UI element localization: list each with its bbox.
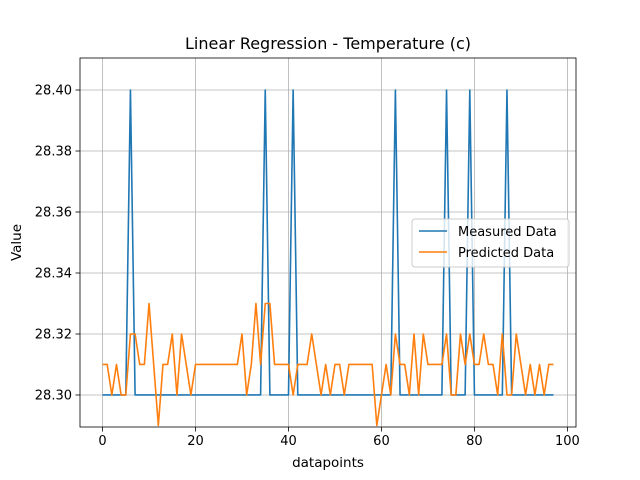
y-tick-label: 28.32 (35, 327, 72, 342)
y-tick-label: 28.34 (35, 266, 72, 281)
chart-title: Linear Regression - Temperature (c) (185, 34, 471, 53)
x-tick-label: 20 (187, 434, 204, 449)
series-line-predicted-data (102, 302, 554, 427)
x-tick-label: 60 (373, 434, 390, 449)
x-axis-ticks: 0 20 40 60 80 100 (98, 427, 580, 449)
x-tick-label: 40 (280, 434, 297, 449)
y-tick-label: 28.38 (35, 145, 72, 160)
plot-frame (79, 57, 577, 428)
y-tick-label: 28.30 (35, 388, 72, 403)
legend: Measured Data Predicted Data (411, 218, 570, 268)
y-tick-label: 28.36 (35, 206, 72, 221)
legend-label-measured: Measured Data (458, 225, 557, 240)
x-tick-label: 0 (98, 434, 106, 449)
x-tick-label: 100 (555, 434, 580, 449)
legend-label-predicted: Predicted Data (458, 246, 554, 261)
x-tick-label: 80 (466, 434, 483, 449)
series-lines (102, 89, 554, 427)
legend-box (411, 218, 570, 268)
y-tick-label: 28.40 (35, 84, 72, 99)
y-axis-ticks: 28.30 28.32 28.34 28.36 28.38 28.40 (35, 84, 80, 403)
x-axis-label: datapoints (292, 455, 364, 471)
y-axis-label: Value (9, 224, 25, 261)
